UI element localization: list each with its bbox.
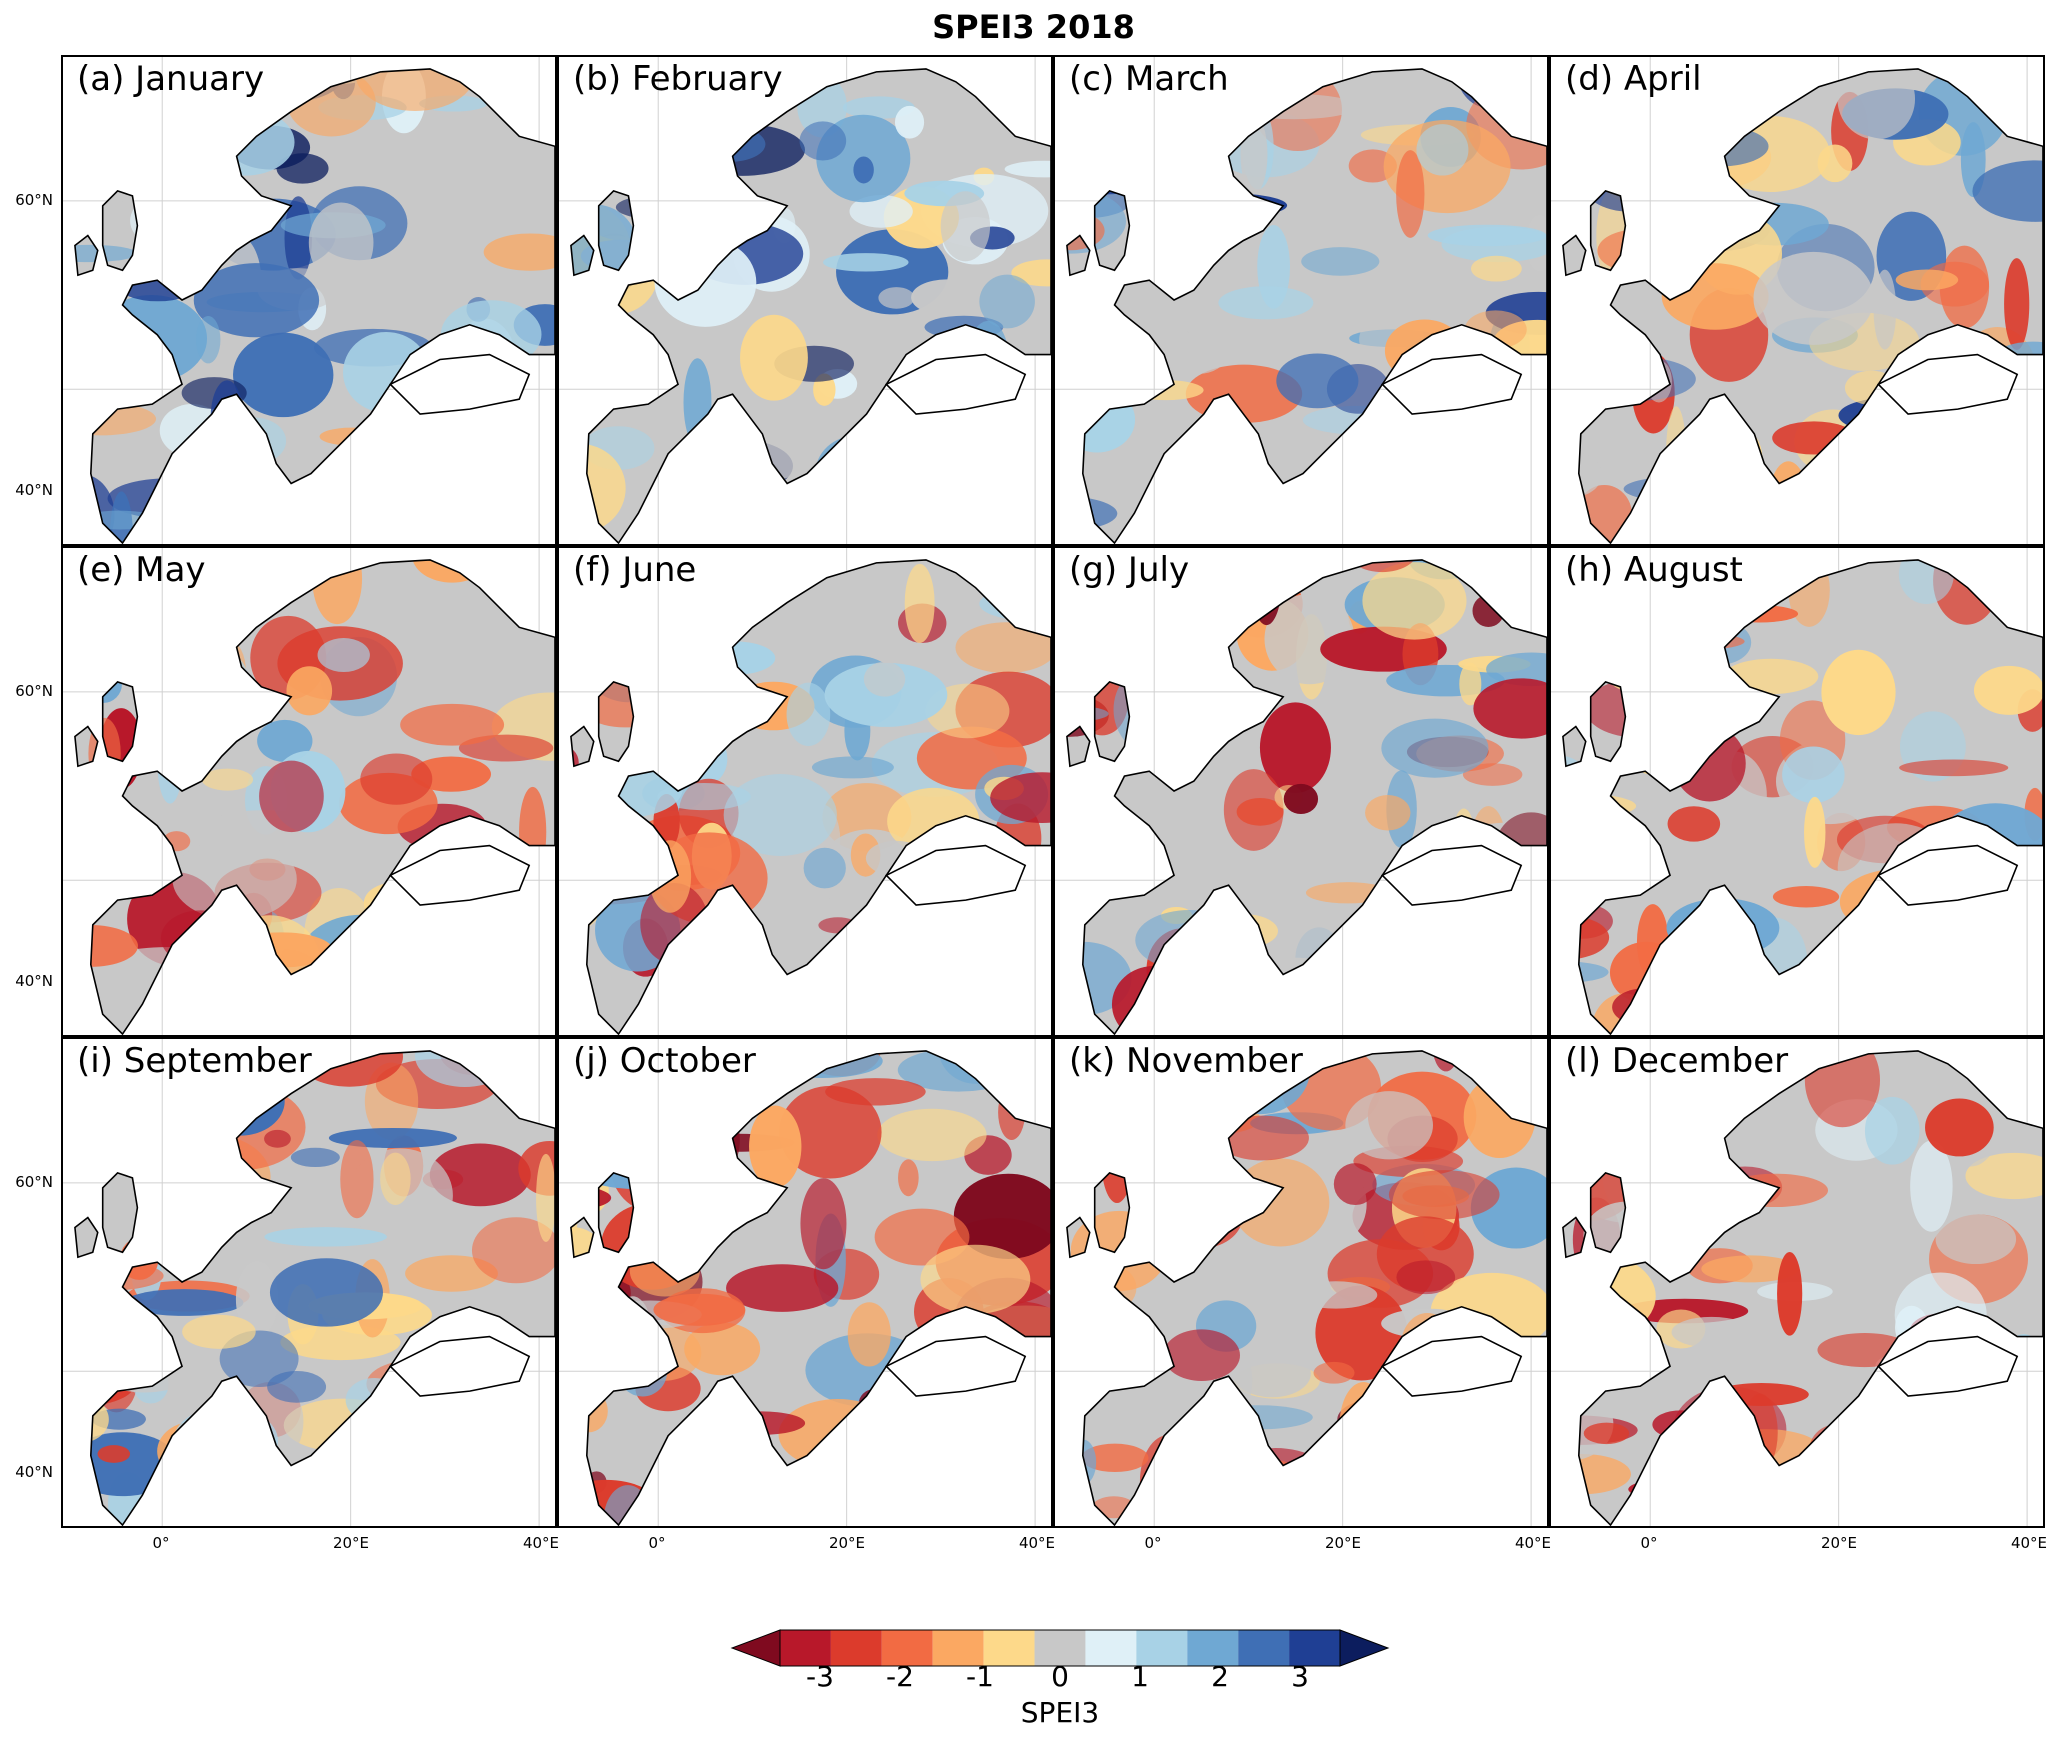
map-canvas	[1055, 548, 1547, 1035]
colorbar-tick-label: -2	[886, 1660, 914, 1693]
colorbar-tick-label: 0	[1051, 1660, 1069, 1693]
lon-tick-label: 20°E	[332, 1534, 370, 1552]
map-panel: (l) December	[1549, 1037, 2045, 1528]
lon-tick-label: 40°E	[2010, 1534, 2048, 1552]
colorbar-bin	[881, 1630, 933, 1666]
lat-tick-label: 40°N	[15, 972, 53, 990]
colorbar-bin	[830, 1630, 882, 1666]
map-panel: (d) April	[1549, 55, 2045, 546]
map-canvas	[1551, 548, 2043, 1035]
panel-label: (i) September	[77, 1041, 312, 1081]
colorbar-bar	[730, 1629, 1390, 1667]
colorbar: -3 -2 -1 0 1 2 3 SPEI3	[730, 1628, 1390, 1738]
lat-tick-label: 40°N	[15, 1463, 53, 1481]
colorbar-tick-label: 2	[1211, 1660, 1229, 1693]
panel-label: (d) April	[1565, 59, 1702, 99]
panel-label: (j) October	[573, 1041, 756, 1081]
panel-label: (h) August	[1565, 550, 1743, 590]
lon-tick-label: 0°	[1640, 1534, 1658, 1552]
map-panel: (j) October	[557, 1037, 1053, 1528]
colorbar-bin	[780, 1630, 831, 1666]
map-canvas	[1551, 1039, 2043, 1526]
lon-tick-label: 40°E	[1018, 1534, 1056, 1552]
lat-tick-label: 40°N	[15, 481, 53, 499]
lon-tick-label: 0°	[648, 1534, 666, 1552]
lon-tick-label: 40°E	[522, 1534, 560, 1552]
map-panel: (b) February	[557, 55, 1053, 546]
colorbar-extend-high	[1339, 1629, 1390, 1667]
panel-label: (g) July	[1069, 550, 1190, 590]
colorbar-extend-low	[730, 1629, 781, 1667]
map-panel: (f) June	[557, 546, 1053, 1037]
map-canvas	[63, 1039, 555, 1526]
map-canvas	[1055, 57, 1547, 544]
colorbar-bin	[983, 1630, 1035, 1666]
colorbar-bin	[1136, 1630, 1188, 1666]
map-canvas	[63, 548, 555, 1035]
map-panel: (i) September	[61, 1037, 557, 1528]
panel-label: (e) May	[77, 550, 206, 590]
map-canvas	[1055, 1039, 1547, 1526]
panel-label: (k) November	[1069, 1041, 1303, 1081]
colorbar-bin	[1085, 1630, 1137, 1666]
lon-tick-label: 0°	[152, 1534, 170, 1552]
lon-tick-label: 0°	[1144, 1534, 1162, 1552]
map-canvas	[559, 1039, 1051, 1526]
map-canvas	[63, 57, 555, 544]
panel-label: (f) June	[573, 550, 697, 590]
lon-tick-label: 20°E	[1324, 1534, 1362, 1552]
colorbar-tick-label: 1	[1131, 1660, 1149, 1693]
colorbar-bin	[1289, 1630, 1340, 1666]
colorbar-bin	[1034, 1630, 1086, 1666]
panel-label: (a) January	[77, 59, 265, 99]
map-panel: (g) July	[1053, 546, 1549, 1037]
map-panel: (a) January	[61, 55, 557, 546]
map-canvas	[559, 548, 1051, 1035]
colorbar-bin	[1187, 1630, 1239, 1666]
lon-tick-label: 20°E	[1820, 1534, 1858, 1552]
colorbar-bin	[932, 1630, 984, 1666]
lat-tick-label: 60°N	[15, 682, 53, 700]
lat-tick-label: 60°N	[15, 191, 53, 209]
map-panel: (c) March	[1053, 55, 1549, 546]
panel-label: (b) February	[573, 59, 783, 99]
colorbar-tick-label: -3	[806, 1660, 834, 1693]
lon-tick-label: 20°E	[828, 1534, 866, 1552]
lon-tick-label: 40°E	[1514, 1534, 1552, 1552]
map-panel: (h) August	[1549, 546, 2045, 1037]
map-canvas	[559, 57, 1051, 544]
colorbar-bin	[1238, 1630, 1290, 1666]
map-panel: (e) May	[61, 546, 557, 1037]
panel-label: (l) December	[1565, 1041, 1789, 1081]
lat-tick-label: 60°N	[15, 1173, 53, 1191]
figure-title: SPEI3 2018	[932, 8, 1135, 46]
panel-label: (c) March	[1069, 59, 1229, 99]
colorbar-tick-label: 3	[1291, 1660, 1309, 1693]
colorbar-label: SPEI3	[1020, 1696, 1100, 1729]
map-canvas	[1551, 57, 2043, 544]
map-panel: (k) November	[1053, 1037, 1549, 1528]
colorbar-tick-label: -1	[966, 1660, 994, 1693]
